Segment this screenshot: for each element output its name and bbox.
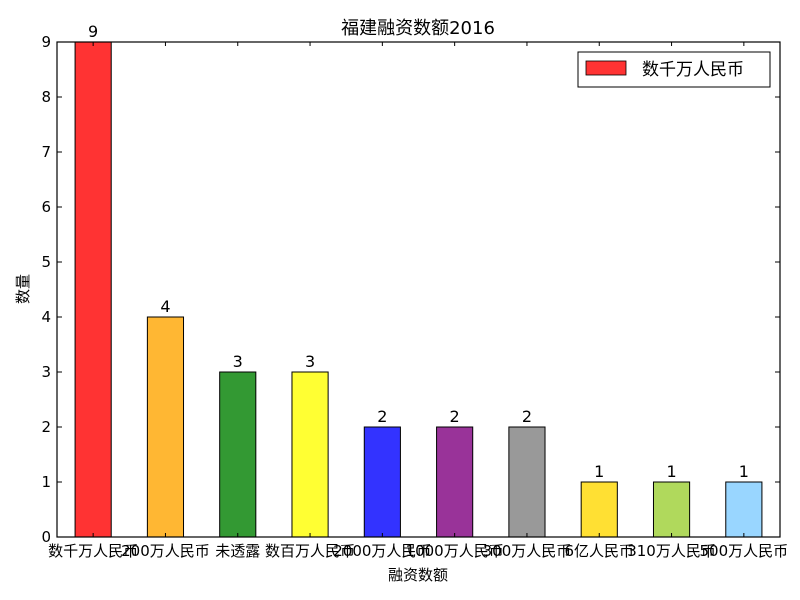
y-tick-label: 0 [41,528,51,546]
plot-frame [56,41,781,538]
bar [219,371,257,538]
bar-value-label: 3 [305,352,315,371]
bar-value-label: 2 [522,407,532,426]
bar-value-label: 2 [450,407,460,426]
x-tick-label: 1000万人民币 [406,542,504,560]
y-tick-label: 2 [41,418,51,436]
y-tick-label: 6 [41,198,51,216]
bar [580,481,618,538]
x-tick-label: 2000万人民币 [333,542,431,560]
y-tick-label: 3 [41,363,51,381]
bar [74,41,112,538]
chart-title: 福建融资数额2016 [341,18,495,39]
data-label-group: 9 4 3 3 2 2 2 1 1 1 [88,22,749,481]
x-tick-label: 6亿人民币 [564,542,634,560]
bar [146,316,185,538]
y-tick-label: 7 [41,143,51,161]
bar [363,426,401,538]
legend-label: 数千万人民币 [642,60,744,80]
bar-value-label: 1 [739,462,749,481]
bar-value-label: 1 [594,462,604,481]
x-tick-label: 310万人民币 [627,542,716,560]
x-axis-label: 融资数额 [388,566,448,584]
bar [436,426,474,538]
y-tick-label: 5 [41,253,51,271]
bar-group [74,41,763,538]
x-tick-label: 500万人民币 [700,542,789,560]
bar-value-label: 1 [666,462,676,481]
legend-swatch [585,60,627,76]
bar-value-label: 3 [233,352,243,371]
y-tick-label: 1 [41,473,51,491]
bar [725,481,763,538]
bar-value-label: 4 [160,297,170,316]
y-tick-label: 8 [41,88,51,106]
y-tick-label: 4 [41,308,51,326]
y-axis: 0 1 2 3 4 5 6 7 8 9 [41,33,780,546]
y-axis-label: 数量 [14,274,32,304]
legend: 数千万人民币 [577,51,771,88]
x-tick-label: 200万人民币 [121,542,210,560]
bar [508,426,546,538]
bar [291,371,329,538]
bar [652,481,691,538]
bar-value-label: 9 [88,22,98,41]
x-tick-label: 数百万人民币 [265,542,355,560]
x-tick-label: 未透露 [215,542,260,560]
x-tick-label: 数千万人民币 [48,542,138,560]
bar-value-label: 2 [377,407,387,426]
x-tick-label: 300万人民币 [483,542,572,560]
y-tick-label: 9 [41,33,51,51]
